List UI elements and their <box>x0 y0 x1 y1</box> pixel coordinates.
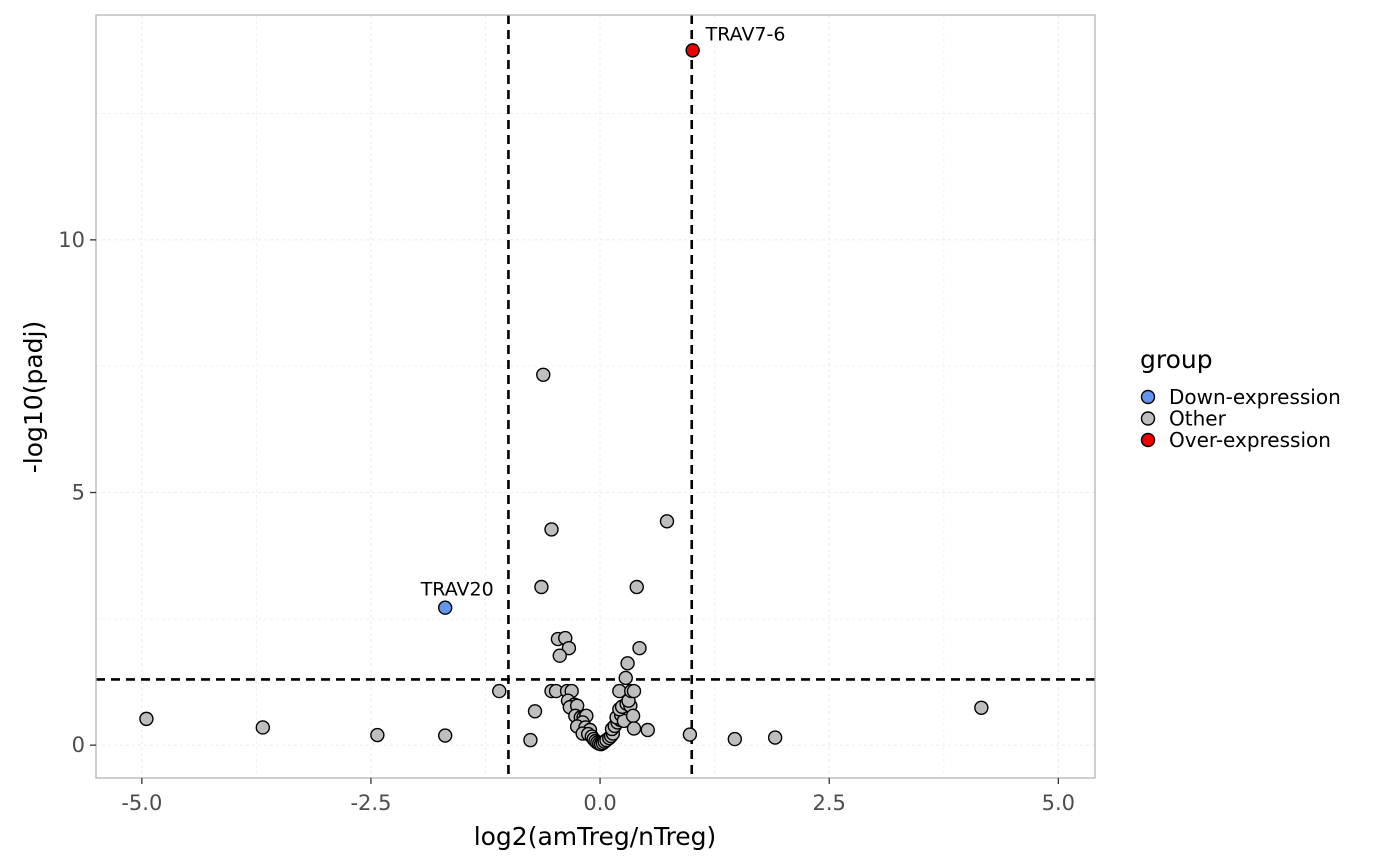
data-point <box>527 704 543 719</box>
data-point <box>685 43 700 58</box>
y-tick-label: 10 <box>58 228 85 252</box>
data-point <box>612 683 627 699</box>
data-point <box>625 708 641 724</box>
legend-title: group <box>1140 345 1213 374</box>
data-point <box>255 720 271 735</box>
data-point <box>626 721 642 736</box>
data-point <box>727 731 743 747</box>
data-point <box>640 722 655 738</box>
data-point <box>437 600 453 615</box>
data-point <box>618 670 633 686</box>
data-points <box>139 43 989 752</box>
x-tick-label: -2.5 <box>350 791 391 815</box>
data-point <box>629 579 644 595</box>
data-point <box>974 700 989 715</box>
data-point <box>139 711 154 727</box>
y-axis-ticks: 0 5 10 <box>58 228 96 757</box>
panel-border <box>95 14 1096 779</box>
x-tick-label: 2.5 <box>813 791 846 815</box>
point-annotations: TRAV7-6 TRAV20 <box>420 23 786 600</box>
legend-key <box>1140 411 1156 426</box>
data-point <box>370 727 385 743</box>
minor-gridlines <box>96 15 1095 778</box>
x-tick-label: 5.0 <box>1042 791 1075 815</box>
data-point <box>552 648 567 663</box>
legend-key <box>1140 389 1156 405</box>
x-tick-label: 0.0 <box>583 791 616 815</box>
data-point <box>632 640 647 656</box>
data-point <box>534 579 549 595</box>
y-tick-label: 0 <box>72 733 85 757</box>
data-point <box>523 732 538 748</box>
y-tick-label: 5 <box>72 481 85 505</box>
legend-label: Other <box>1169 407 1227 431</box>
x-axis-ticks: -5.0 -2.5 0.0 2.5 5.0 <box>121 778 1075 815</box>
threshold-lines <box>96 15 1095 778</box>
data-point <box>536 367 551 382</box>
legend-label: Down-expression <box>1169 385 1341 409</box>
point-label: TRAV20 <box>420 579 494 601</box>
data-point <box>659 514 675 529</box>
point-label: TRAV7-6 <box>705 23 786 45</box>
data-point <box>544 522 559 537</box>
data-point <box>682 727 698 742</box>
legend: group Down-expressionOtherOver-expressio… <box>1140 345 1341 452</box>
y-axis-title: -log10(padj) <box>19 321 48 473</box>
legend-key <box>1140 432 1156 448</box>
data-point <box>626 683 642 699</box>
x-axis-title: log2(amTreg/nTreg) <box>474 822 717 851</box>
data-point <box>561 640 577 656</box>
x-tick-label: -5.0 <box>121 791 162 815</box>
data-point <box>437 728 453 743</box>
legend-label: Over-expression <box>1169 428 1331 452</box>
data-point <box>620 656 635 671</box>
data-point <box>767 730 783 745</box>
data-point <box>492 683 507 699</box>
